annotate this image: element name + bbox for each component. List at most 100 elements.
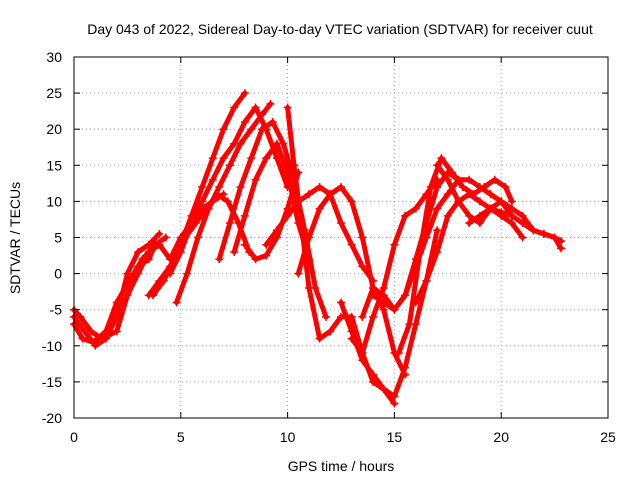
- data-point: [416, 247, 425, 256]
- data-point: [490, 175, 499, 184]
- data-point: [507, 197, 516, 206]
- data-point: [247, 125, 256, 134]
- data-point: [369, 291, 378, 300]
- y-tick-label: 0: [54, 266, 62, 282]
- data-point: [337, 219, 345, 228]
- data-point: [112, 327, 121, 336]
- data-point: [225, 161, 234, 170]
- data-point: [529, 226, 538, 235]
- data-point: [422, 276, 431, 285]
- data-point: [198, 182, 207, 191]
- data-point: [283, 211, 292, 220]
- data-point: [518, 219, 527, 228]
- data-point: [223, 197, 232, 206]
- data-point: [539, 229, 548, 238]
- series-track-19: [394, 154, 516, 358]
- data-point: [405, 320, 414, 329]
- data-point: [155, 229, 164, 238]
- y-tick-label: 15: [46, 157, 62, 173]
- data-point: [236, 139, 245, 148]
- data-point: [89, 338, 98, 347]
- data-point: [159, 276, 168, 285]
- data-point: [155, 240, 164, 249]
- data-point: [326, 327, 335, 336]
- data-point: [426, 182, 435, 191]
- data-point: [240, 117, 249, 126]
- data-point: [448, 168, 457, 177]
- data-point: [369, 370, 378, 379]
- data-point: [369, 284, 378, 293]
- data-point: [283, 103, 292, 112]
- data-point: [283, 168, 292, 177]
- data-point: [322, 312, 331, 321]
- data-point: [401, 363, 410, 372]
- data-layer: [70, 89, 566, 408]
- data-point: [144, 247, 153, 256]
- data-point: [251, 255, 260, 264]
- series-track-14: [294, 182, 410, 379]
- data-point: [230, 103, 239, 112]
- data-point: [507, 211, 516, 220]
- data-point: [411, 298, 420, 307]
- data-point: [181, 233, 190, 242]
- data-point: [134, 247, 143, 256]
- series-track-22: [465, 204, 566, 253]
- data-point: [497, 208, 506, 217]
- data-point: [358, 233, 367, 242]
- data-point: [501, 182, 510, 191]
- data-point: [315, 334, 324, 343]
- data-point: [262, 251, 271, 260]
- data-point: [347, 327, 356, 336]
- series-line: [242, 170, 301, 262]
- data-point: [257, 125, 266, 134]
- series-line: [174, 101, 273, 305]
- series-line: [285, 105, 397, 407]
- data-point: [358, 356, 367, 365]
- series-line: [370, 177, 515, 313]
- data-point: [315, 182, 324, 191]
- data-point: [390, 399, 399, 408]
- series-track-15: [337, 226, 442, 401]
- data-point: [240, 89, 249, 98]
- data-point: [475, 211, 484, 220]
- data-point: [123, 269, 132, 278]
- data-point: [458, 182, 467, 191]
- data-point: [193, 233, 202, 242]
- data-point: [191, 219, 200, 228]
- data-point: [379, 291, 388, 300]
- data-point: [379, 284, 388, 293]
- data-point: [507, 204, 516, 213]
- data-point: [304, 190, 313, 199]
- data-point: [208, 175, 217, 184]
- data-point: [262, 154, 271, 163]
- data-point: [557, 244, 566, 253]
- data-point: [215, 255, 224, 264]
- data-point: [390, 240, 399, 249]
- data-point: [347, 240, 356, 249]
- data-point: [134, 269, 143, 278]
- data-point: [304, 233, 313, 242]
- data-point: [170, 255, 179, 264]
- data-point: [294, 269, 303, 278]
- series-line: [466, 206, 564, 251]
- data-point: [213, 190, 222, 199]
- data-point: [379, 385, 388, 394]
- data-point: [518, 233, 527, 242]
- data-point: [358, 312, 367, 321]
- data-point: [225, 219, 234, 228]
- data-point: [236, 182, 245, 191]
- data-point: [390, 392, 399, 401]
- axis-ticks: [73, 56, 609, 419]
- data-point: [401, 211, 410, 220]
- data-point: [433, 204, 442, 213]
- data-point: [337, 312, 345, 321]
- data-point: [475, 219, 484, 228]
- data-point: [497, 197, 506, 206]
- data-point: [240, 240, 249, 249]
- chart-title: Day 043 of 2022, Sidereal Day-to-day VTE…: [87, 21, 593, 37]
- data-point: [87, 327, 96, 336]
- x-tick-label: 5: [177, 429, 185, 445]
- data-point: [219, 125, 228, 134]
- data-point: [443, 175, 452, 184]
- data-point: [347, 197, 356, 206]
